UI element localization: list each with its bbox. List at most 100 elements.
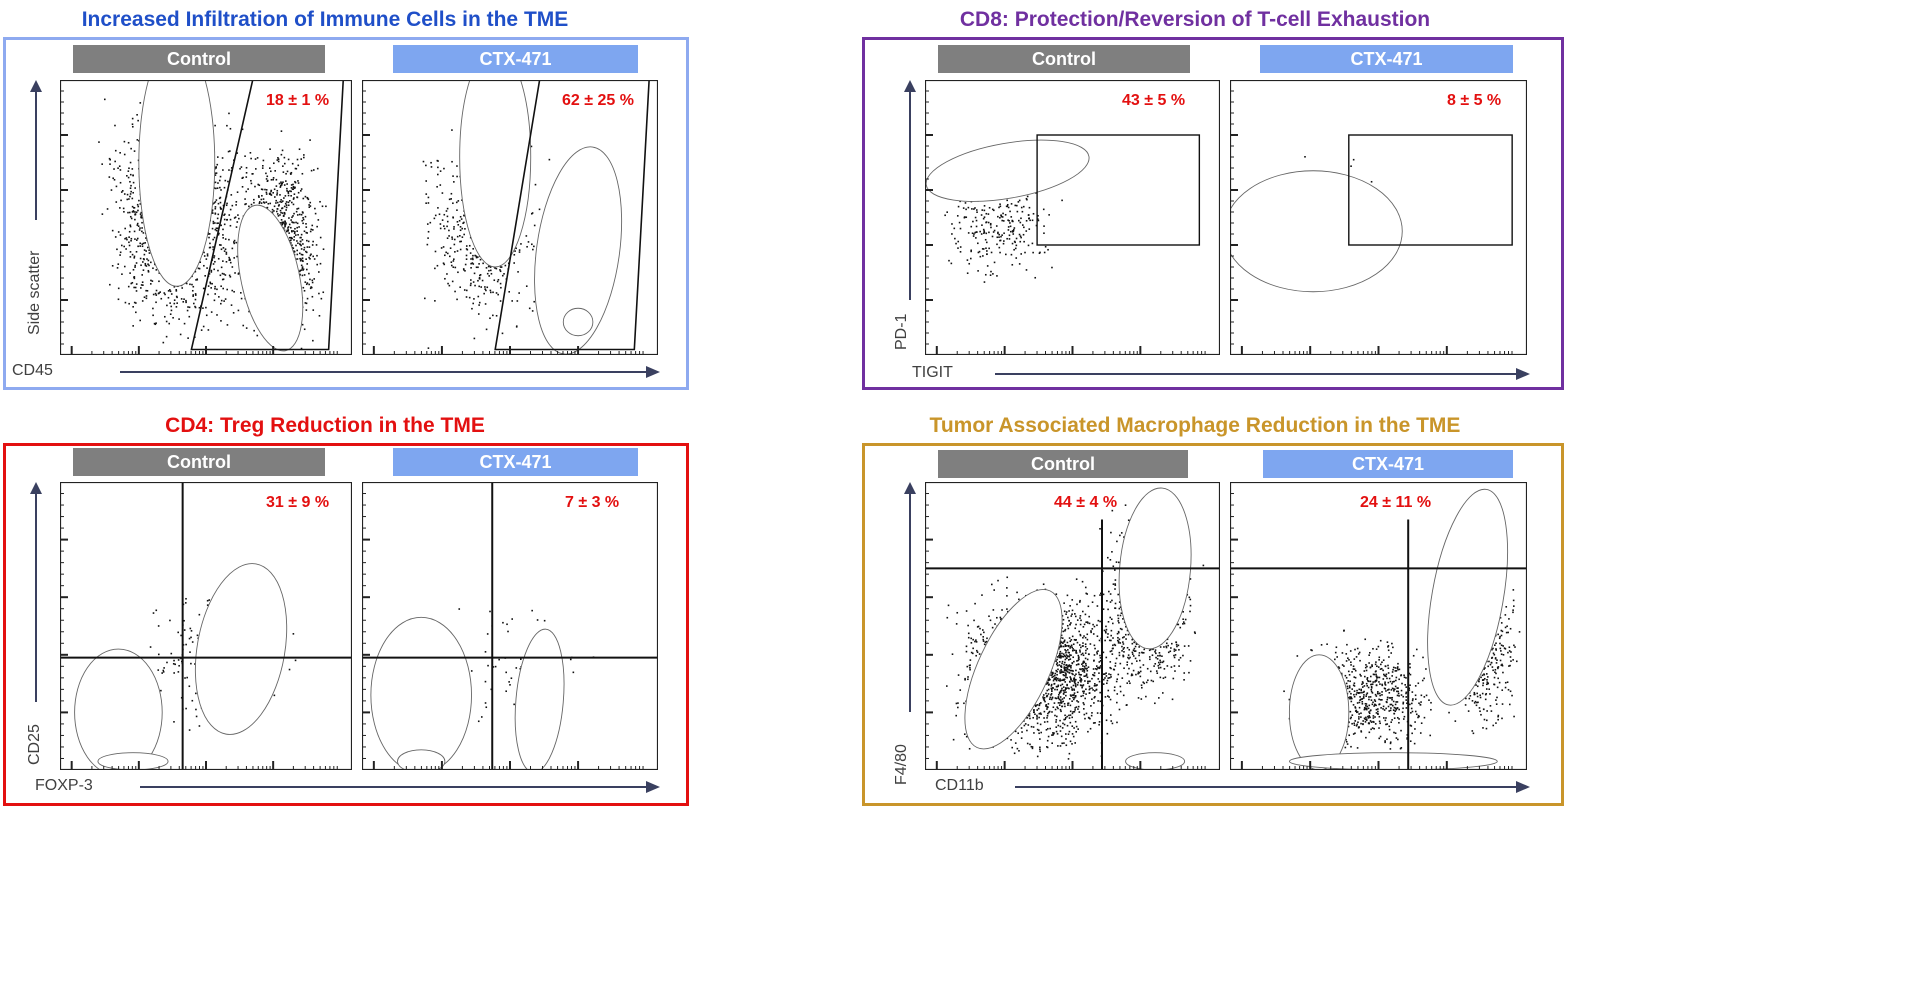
event-dot xyxy=(464,270,466,272)
event-dot xyxy=(1011,263,1014,266)
event-dot xyxy=(485,289,487,292)
event-dot xyxy=(976,211,978,213)
event-dot xyxy=(214,201,217,203)
event-dot xyxy=(308,246,311,248)
event-dot xyxy=(1047,248,1049,251)
event-dot xyxy=(475,256,478,259)
event-dot xyxy=(1046,705,1048,708)
event-dot xyxy=(233,239,236,242)
event-dot xyxy=(456,209,458,211)
event-dot xyxy=(478,263,480,265)
event-dot xyxy=(1019,240,1022,243)
event-dot xyxy=(127,170,130,172)
event-dot xyxy=(310,228,313,231)
event-dot xyxy=(1099,691,1101,694)
event-dot xyxy=(984,238,987,241)
event-dot xyxy=(970,249,972,252)
event-dot xyxy=(437,166,439,169)
event-dot xyxy=(465,248,468,250)
event-dot xyxy=(989,619,992,622)
event-dot xyxy=(111,229,114,232)
event-dot xyxy=(228,112,230,115)
event-dot xyxy=(173,286,176,288)
event-dot xyxy=(1060,702,1063,704)
event-dot xyxy=(1000,215,1003,218)
event-dot xyxy=(288,668,291,671)
event-dot xyxy=(240,166,243,168)
event-dot xyxy=(995,225,998,227)
event-dot xyxy=(144,262,147,265)
event-dot xyxy=(143,253,146,256)
event-dot xyxy=(309,139,311,141)
event-dot xyxy=(216,156,219,158)
event-dot xyxy=(276,189,279,192)
event-dot xyxy=(295,167,298,170)
event-dot xyxy=(174,663,177,666)
event-dot xyxy=(163,315,166,318)
event-dot xyxy=(1021,224,1024,226)
event-dot xyxy=(275,178,278,181)
event-dot xyxy=(241,128,244,131)
event-dot xyxy=(214,181,217,184)
event-dot xyxy=(184,677,186,679)
event-dot xyxy=(256,157,259,159)
event-dot xyxy=(117,298,120,301)
contour-line xyxy=(459,80,532,268)
event-dot xyxy=(456,221,459,223)
event-dot xyxy=(300,248,303,250)
event-dot xyxy=(500,286,502,289)
event-dot xyxy=(133,257,136,259)
event-dot xyxy=(1064,714,1066,717)
event-dot xyxy=(292,247,295,250)
event-dot xyxy=(229,218,232,221)
event-dot xyxy=(1089,727,1092,730)
event-dot xyxy=(1029,743,1031,746)
event-dot xyxy=(206,254,209,257)
event-dot xyxy=(1002,242,1005,245)
event-dot xyxy=(986,253,988,256)
event-dot xyxy=(272,178,275,181)
event-dot xyxy=(1110,667,1112,670)
event-dot xyxy=(503,273,505,275)
event-dot xyxy=(303,156,305,159)
event-dot xyxy=(287,194,290,197)
event-dot xyxy=(967,632,970,635)
event-dot xyxy=(217,269,219,272)
event-dot xyxy=(233,290,235,293)
event-dot xyxy=(465,254,468,257)
event-dot xyxy=(470,279,472,281)
event-dot xyxy=(478,304,480,306)
event-dot xyxy=(268,192,271,195)
event-dot xyxy=(1070,677,1072,680)
event-dot xyxy=(133,230,136,233)
event-dot xyxy=(292,183,294,186)
event-dot xyxy=(128,241,130,244)
event-dot xyxy=(203,264,205,267)
event-dot xyxy=(296,196,299,199)
event-dot xyxy=(1011,231,1014,233)
event-dot xyxy=(443,213,446,216)
event-dot xyxy=(1071,646,1073,649)
gate-polygon xyxy=(494,80,650,351)
event-dot xyxy=(257,195,260,197)
event-dot xyxy=(223,213,226,216)
event-dot xyxy=(452,202,454,205)
event-dot xyxy=(306,232,309,234)
event-dot xyxy=(1018,219,1020,222)
event-dot xyxy=(220,248,223,251)
event-dot xyxy=(287,158,290,161)
event-dot xyxy=(495,292,498,294)
event-dot xyxy=(977,242,979,245)
event-dot xyxy=(300,158,303,160)
event-dot xyxy=(287,201,290,204)
event-dot xyxy=(1091,628,1094,630)
event-dot xyxy=(1067,627,1070,630)
event-dot xyxy=(977,625,980,628)
event-dot xyxy=(1034,713,1036,716)
event-dot xyxy=(283,213,286,215)
event-dot xyxy=(426,243,429,246)
event-dot xyxy=(1001,234,1003,236)
event-dot xyxy=(122,207,125,210)
event-dot xyxy=(311,224,314,227)
event-dot xyxy=(508,291,511,293)
